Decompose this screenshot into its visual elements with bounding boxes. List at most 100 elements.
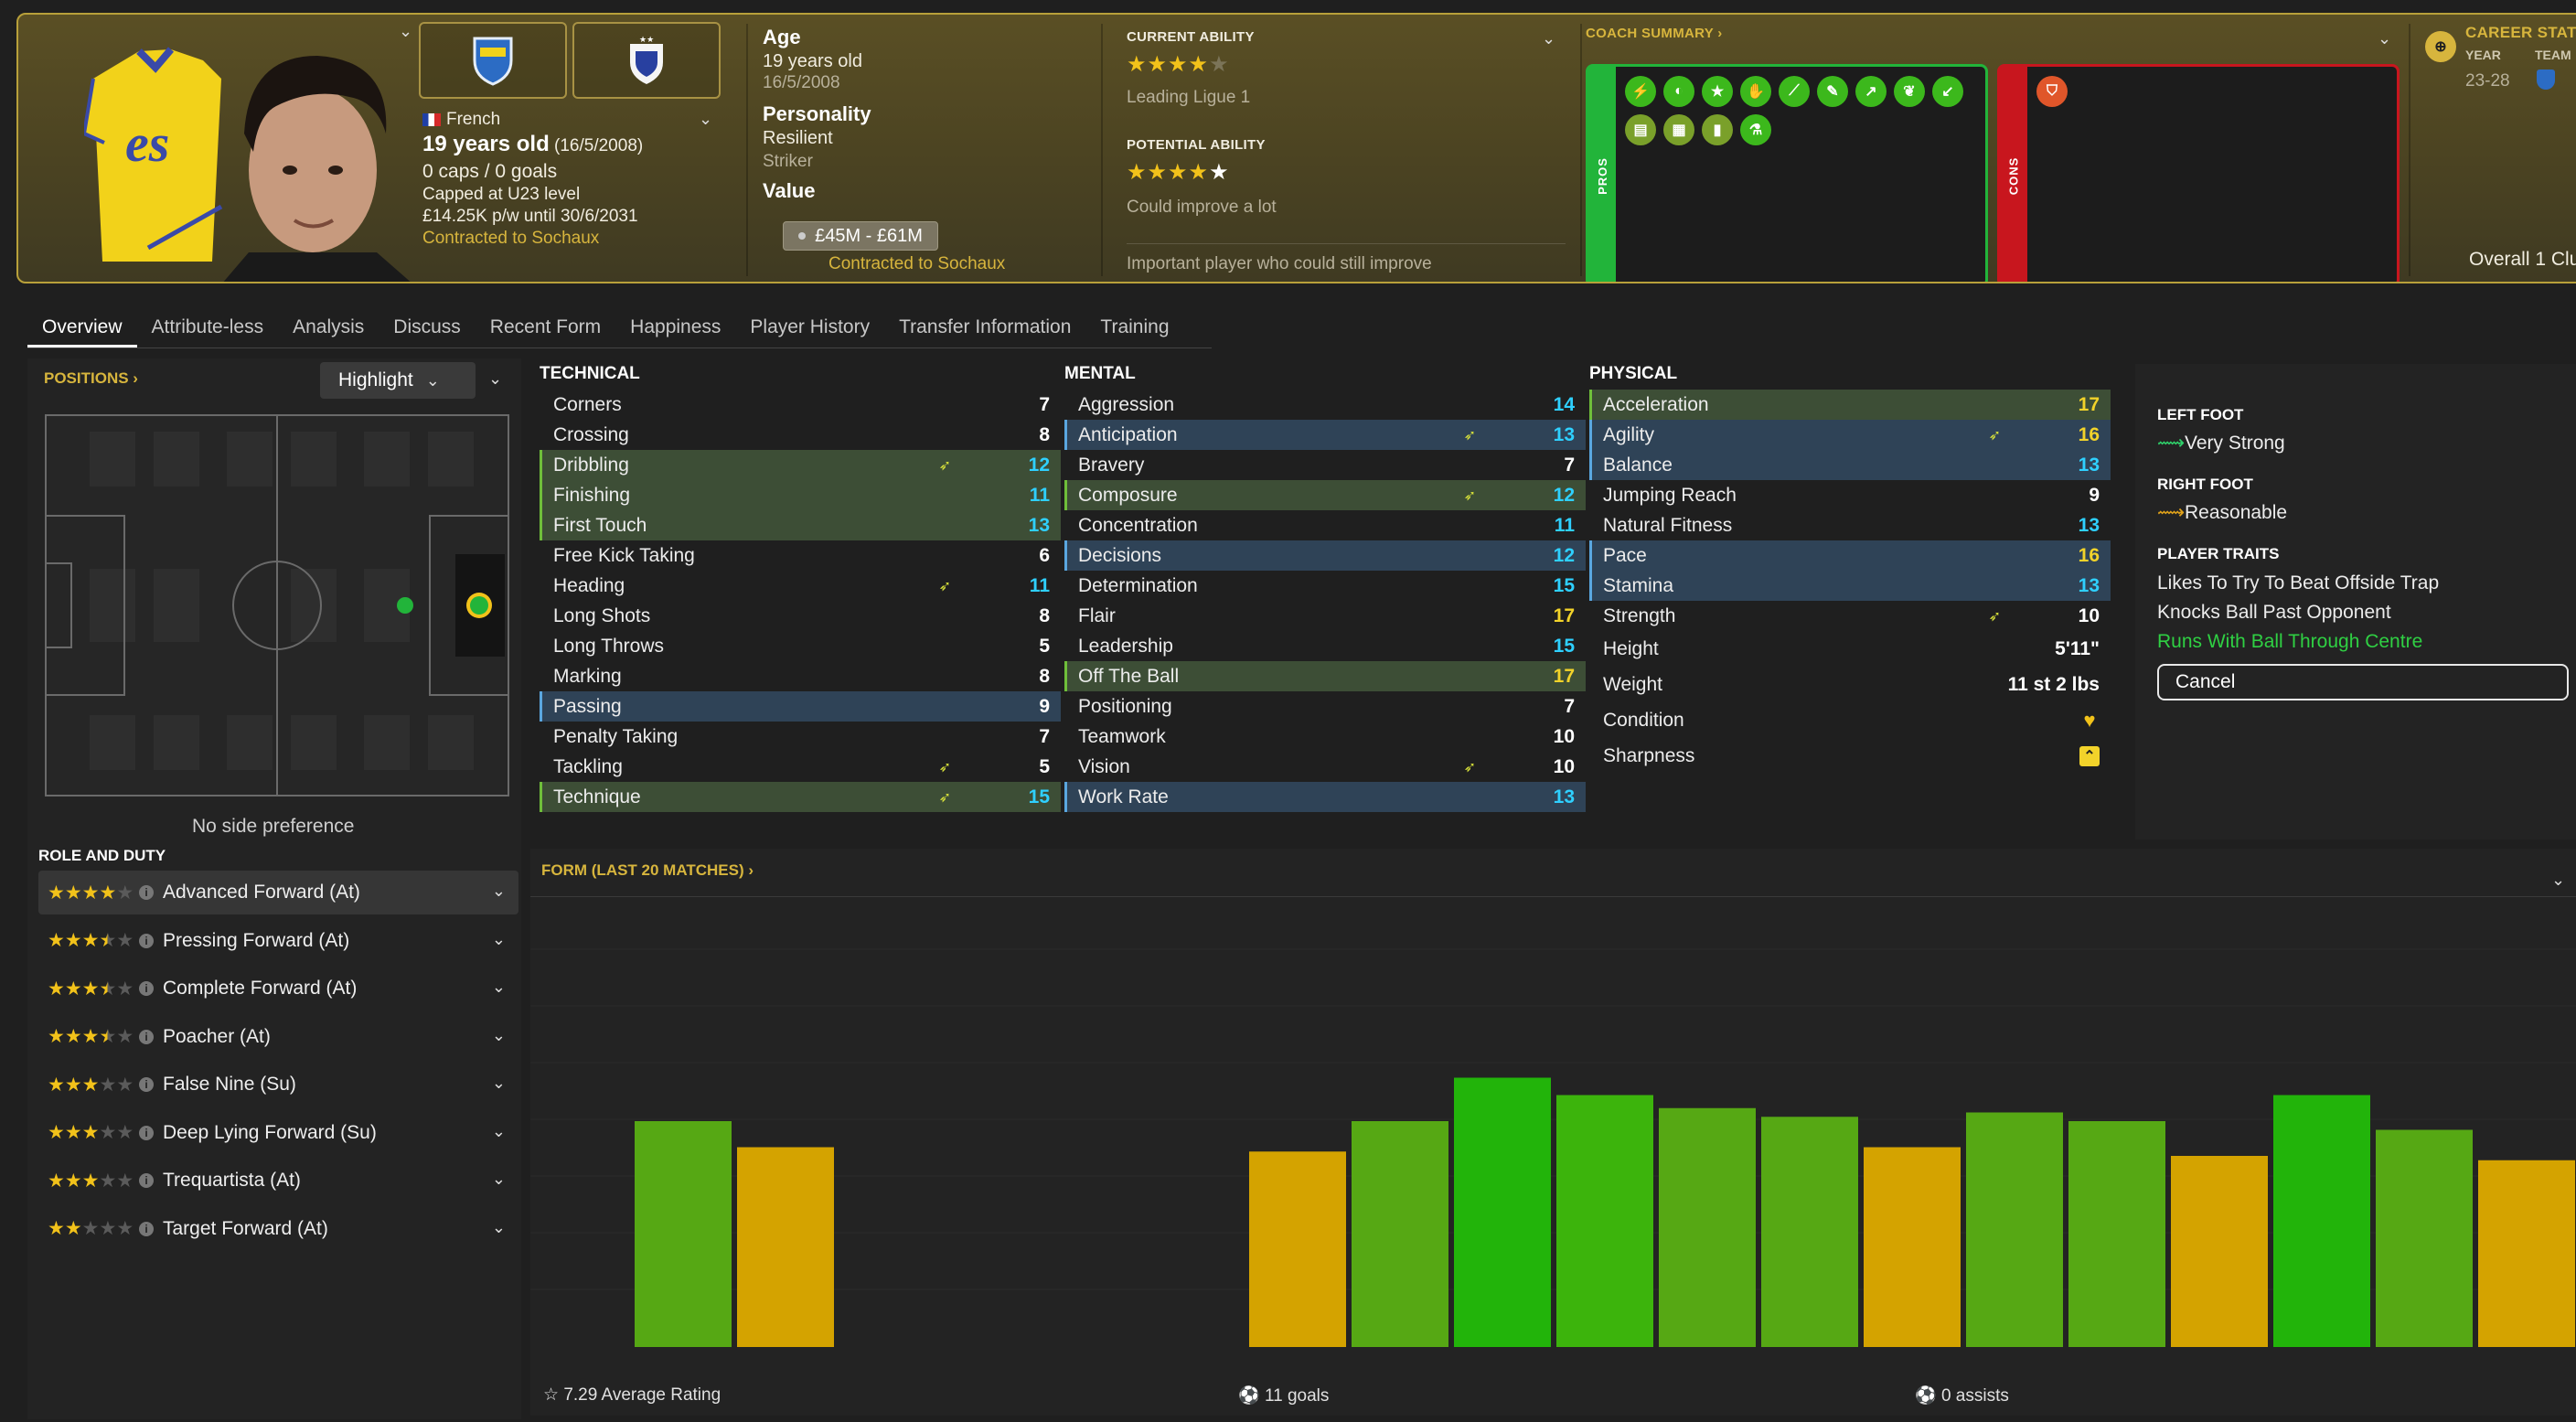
form-bar[interactable] [1761, 1117, 1858, 1347]
info-icon[interactable]: i [139, 981, 154, 996]
star-icon[interactable]: ★ [1702, 76, 1733, 107]
notes-icon[interactable]: ▤ [1625, 114, 1656, 145]
team-crest-icon[interactable] [2537, 69, 2555, 90]
attribute-row[interactable]: Concentration 11 [1064, 510, 1586, 540]
attribute-row[interactable]: Finishing 11 [540, 480, 1061, 510]
role-row[interactable]: ★★★★★ i Advanced Forward (At) ⌄ [38, 871, 518, 914]
lightning-icon[interactable]: ⚡ [1625, 76, 1656, 107]
attribute-row[interactable]: Off The Ball 17 [1064, 661, 1586, 691]
attribute-row[interactable]: Natural Fitness 13 [1589, 510, 2111, 540]
hand-icon[interactable]: ✋ [1740, 76, 1771, 107]
role-row[interactable]: ★★★★★ i Deep Lying Forward (Su) ⌄ [38, 1111, 518, 1155]
attribute-row[interactable]: Acceleration 17 [1589, 390, 2111, 420]
chevron-down-icon[interactable]: ⌄ [699, 110, 713, 128]
attribute-row[interactable]: Anticipation ➶ 13 [1064, 420, 1586, 450]
form-bar[interactable] [2068, 1121, 2165, 1347]
chevron-down-icon[interactable]: ⌄ [491, 978, 506, 996]
chevron-down-icon[interactable]: ⌄ [1542, 29, 1556, 48]
attribute-row[interactable]: Technique ➶ 15 [540, 782, 1061, 812]
tab-analysis[interactable]: Analysis [293, 316, 365, 337]
highlight-dropdown[interactable]: Highlight ⌄ [320, 362, 476, 399]
value-contract[interactable]: Contracted to Sochaux [828, 254, 1006, 273]
chevron-down-icon[interactable]: ⌄ [488, 369, 503, 388]
form-bar[interactable] [1454, 1077, 1551, 1348]
form-bar[interactable] [1659, 1107, 1756, 1347]
position-dot[interactable] [397, 597, 413, 614]
attribute-row[interactable]: Balance 13 [1589, 450, 2111, 480]
attribute-row[interactable]: Flair 17 [1064, 601, 1586, 631]
bottle-icon[interactable]: ▮ [1702, 114, 1733, 145]
tab-recent-form[interactable]: Recent Form [489, 316, 602, 337]
attribute-row[interactable]: Crossing 8 [540, 420, 1061, 450]
positions-link[interactable]: POSITIONS › [44, 369, 138, 387]
career-stats-link[interactable]: CAREER STAT [2465, 24, 2576, 41]
attribute-row[interactable]: Long Throws 5 [540, 631, 1061, 661]
form-bar[interactable] [1966, 1112, 2063, 1348]
attribute-row[interactable]: Leadership 15 [1064, 631, 1586, 661]
chevron-down-icon[interactable]: ⌄ [491, 1074, 506, 1092]
attribute-row[interactable]: Vision ➶ 10 [1064, 752, 1586, 782]
tab-overview[interactable]: Overview [27, 311, 137, 347]
chevron-down-icon[interactable]: ⌄ [491, 882, 506, 900]
tab-happiness[interactable]: Happiness [630, 316, 721, 337]
chevron-down-icon[interactable]: ⌄ [491, 1121, 506, 1140]
flask-icon[interactable]: ⚗ [1740, 114, 1771, 145]
role-row[interactable]: ★★★★★ i Pressing Forward (At) ⌄ [38, 919, 518, 963]
value-range-pill[interactable]: £45M - £61M [783, 221, 938, 251]
club-crest[interactable] [419, 22, 567, 99]
attribute-row[interactable]: Composure ➶ 12 [1064, 480, 1586, 510]
cancel-button[interactable]: Cancel [2157, 664, 2569, 700]
info-icon[interactable]: i [139, 933, 154, 948]
attribute-row[interactable]: Pace 16 [1589, 540, 2111, 571]
attribute-row[interactable]: Bravery 7 [1064, 450, 1586, 480]
clipboard-icon[interactable]: ▦ [1663, 114, 1694, 145]
shield-icon[interactable]: ⛉ [2036, 76, 2068, 107]
attribute-row[interactable]: Passing 9 [540, 691, 1061, 722]
form-bar[interactable] [737, 1147, 834, 1348]
attribute-row[interactable]: Aggression 14 [1064, 390, 1586, 420]
tab-discuss[interactable]: Discuss [393, 316, 461, 337]
shoe-icon[interactable]: ↙ [1932, 76, 1963, 107]
form-bar[interactable] [2478, 1160, 2575, 1347]
info-icon[interactable]: i [139, 1221, 154, 1236]
chevron-down-icon[interactable]: ⌄ [399, 22, 413, 40]
chevron-down-icon[interactable]: ⌄ [491, 1217, 506, 1236]
form-bar[interactable] [1556, 1095, 1653, 1348]
attribute-row[interactable]: Dribbling ➶ 12 [540, 450, 1061, 480]
info-icon[interactable]: i [139, 1029, 154, 1044]
role-row[interactable]: ★★★★★ i False Nine (Su) ⌄ [38, 1063, 518, 1107]
tab-training[interactable]: Training [1100, 316, 1170, 337]
form-bar[interactable] [2376, 1129, 2473, 1348]
attribute-row[interactable]: Strength ➶ 10 [1589, 601, 2111, 631]
contract-link[interactable]: Contracted to Sochaux [422, 229, 600, 248]
role-row[interactable]: ★★★★★ i Target Forward (At) ⌄ [38, 1207, 518, 1251]
role-row[interactable]: ★★★★★ i Complete Forward (At) ⌄ [38, 967, 518, 1010]
info-icon[interactable]: i [139, 1125, 154, 1140]
heart-icon[interactable]: ♥ [2083, 708, 2096, 732]
role-row[interactable]: ★★★★★ i Trequartista (At) ⌄ [38, 1159, 518, 1203]
tab-player-history[interactable]: Player History [750, 316, 871, 337]
attribute-row[interactable]: Heading ➶ 11 [540, 571, 1061, 601]
attribute-row[interactable]: Corners 7 [540, 390, 1061, 420]
attribute-row[interactable]: Long Shots 8 [540, 601, 1061, 631]
trait-item-highlighted[interactable]: Runs With Ball Through Centre [2157, 631, 2423, 652]
nation-crest[interactable]: ★★ [572, 22, 721, 99]
chevron-down-icon[interactable]: ⌄ [2378, 29, 2392, 48]
attribute-row[interactable]: Agility ➶ 16 [1589, 420, 2111, 450]
attribute-row[interactable]: Penalty Taking 7 [540, 722, 1061, 752]
trend-up-icon[interactable]: ↗ [1855, 76, 1887, 107]
attribute-row[interactable]: First Touch 13 [540, 510, 1061, 540]
chevron-down-icon[interactable]: ⌄ [491, 1170, 506, 1188]
chevron-down-icon[interactable]: ⌄ [491, 929, 506, 948]
chevron-down-icon[interactable]: ⌄ [2551, 871, 2566, 889]
form-bar[interactable] [2273, 1095, 2370, 1348]
tab-attribute-less[interactable]: Attribute-less [151, 316, 264, 337]
attribute-row[interactable]: Stamina 13 [1589, 571, 2111, 601]
tab-transfer-information[interactable]: Transfer Information [899, 316, 1072, 337]
attribute-row[interactable]: Determination 15 [1064, 571, 1586, 601]
attribute-row[interactable]: Jumping Reach 9 [1589, 480, 2111, 510]
attribute-row[interactable]: Free Kick Taking 6 [540, 540, 1061, 571]
pen-icon[interactable]: ✎ [1817, 76, 1848, 107]
form-bar[interactable] [2171, 1156, 2268, 1347]
form-bar[interactable] [1249, 1151, 1346, 1347]
